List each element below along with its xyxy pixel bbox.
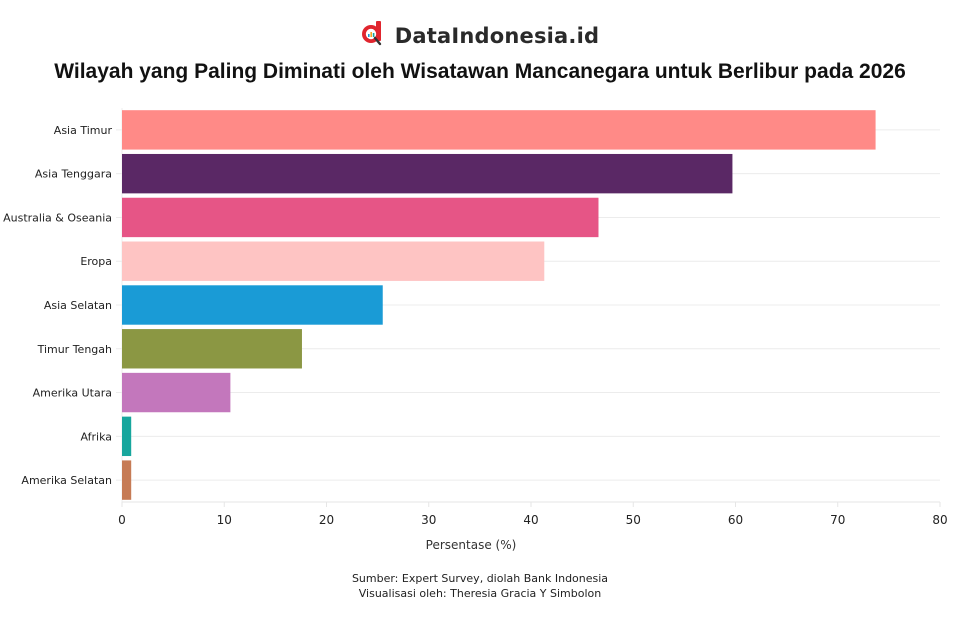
category-labels: Asia Timur Asia Tenggara Australia & Osean…	[3, 124, 112, 487]
category-label: Amerika Selatan	[21, 474, 112, 487]
bar-asia-timur[interactable]	[122, 110, 876, 150]
bar-amerika-selatan[interactable]	[122, 460, 132, 500]
category-label: Timur Tengah	[37, 343, 112, 356]
bar-asia-tenggara[interactable]	[122, 153, 733, 194]
category-label: Asia Timur	[54, 124, 113, 137]
bar-asia-selatan[interactable]	[122, 285, 383, 325]
category-label: Amerika Utara	[33, 387, 112, 400]
footer: Sumber: Expert Survey, diolah Bank Indon…	[0, 571, 960, 601]
x-tick-label: 60	[728, 513, 743, 527]
x-tick-label: 80	[932, 513, 947, 527]
x-tick-label: 30	[421, 513, 436, 527]
brand-header: DataIndonesia.id	[0, 20, 960, 51]
credit-note: Visualisasi oleh: Theresia Gracia Y Simb…	[358, 587, 602, 600]
x-tick-label: 10	[217, 513, 232, 527]
category-label: Asia Tenggara	[35, 168, 112, 181]
bar-australia-oseania[interactable]	[122, 197, 599, 238]
bar-timur-tengah[interactable]	[122, 329, 302, 369]
chart-title: Wilayah yang Paling Diminati oleh Wisata…	[54, 60, 906, 83]
category-label: Australia & Oseania	[3, 211, 112, 224]
bar-afrika[interactable]	[122, 416, 132, 457]
category-label: Afrika	[80, 430, 112, 443]
x-axis: 0 10 20 30 40 50 60 70 80	[118, 501, 948, 527]
x-tick-label: 20	[319, 513, 334, 527]
brand-name: DataIndonesia.id	[394, 23, 600, 48]
x-tick-label: 50	[626, 513, 641, 527]
category-label: Eropa	[80, 255, 112, 268]
bar-eropa[interactable]	[122, 241, 545, 281]
x-tick-label: 0	[118, 513, 126, 527]
bar-amerika-utara[interactable]	[122, 372, 231, 413]
x-axis-title: Persentase (%)	[426, 538, 517, 552]
source-note: Sumber: Expert Survey, diolah Bank Indon…	[351, 572, 609, 585]
x-tick-label: 40	[523, 513, 538, 527]
datasearch-logo-icon	[361, 20, 385, 51]
category-label: Asia Selatan	[44, 299, 112, 312]
x-tick-label: 70	[830, 513, 845, 527]
bars	[122, 110, 876, 500]
